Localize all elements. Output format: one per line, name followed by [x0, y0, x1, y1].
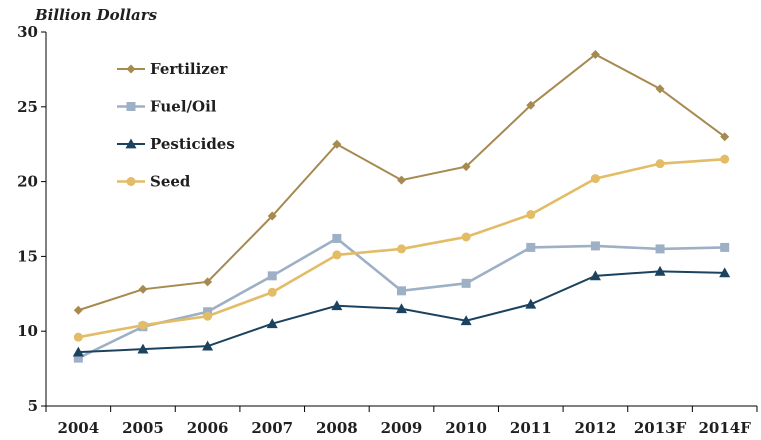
- fertilizer-point: [461, 162, 471, 172]
- fertilizer-point: [397, 175, 406, 185]
- y-tick-label: 30: [17, 23, 38, 41]
- pesticides-point: [525, 298, 537, 309]
- y-tick-label: 5: [28, 397, 38, 415]
- fertilizer-point: [655, 84, 665, 94]
- y-axis-title: Billion Dollars: [34, 6, 158, 24]
- legend-marker: [126, 177, 136, 186]
- legend-label: Pesticides: [150, 135, 235, 153]
- seed-point: [461, 232, 471, 242]
- fertilizer-point: [73, 305, 83, 315]
- fertilizer-point: [332, 139, 342, 149]
- fuel-oil-point: [332, 233, 342, 243]
- seed-point: [655, 159, 665, 169]
- legend-item-seed: Seed: [117, 173, 191, 191]
- series-pesticides: [72, 265, 731, 357]
- seed-point: [526, 210, 536, 220]
- seed-point: [73, 332, 83, 342]
- fuel-oil-point: [267, 271, 277, 281]
- pesticides-point: [137, 343, 149, 354]
- legend-marker: [126, 64, 136, 74]
- x-tick-label: 2007: [251, 419, 293, 437]
- series-fertilizer: [73, 49, 730, 315]
- pesticides-point: [72, 346, 84, 357]
- pesticides-point: [266, 318, 278, 329]
- series-layer: [72, 49, 731, 363]
- x-tick-label: 2013F: [634, 419, 687, 437]
- legend-marker: [126, 102, 136, 111]
- legend-item-fuel-oil: Fuel/Oil: [117, 98, 217, 116]
- fuel-oil-line: [77, 236, 725, 360]
- pesticides-point: [331, 300, 343, 311]
- axes: 5 10 15 20 25 30 2004 2005 2006 2007 2008 2009 2010 2…: [17, 23, 758, 437]
- fuel-oil-point: [73, 353, 83, 363]
- y-tick-label: 25: [17, 98, 38, 116]
- seed-point: [203, 311, 213, 321]
- legend-marker: [125, 138, 137, 149]
- x-tick-label: 2010: [445, 419, 487, 437]
- y-tick-label: 15: [17, 247, 38, 265]
- legend-label: Fertilizer: [150, 60, 228, 78]
- x-tick-label: 2012: [575, 419, 617, 437]
- fuel-oil-point: [720, 242, 730, 252]
- x-tick-label: 2011: [510, 419, 552, 437]
- seed-point: [590, 174, 600, 184]
- pesticides-point: [589, 270, 601, 281]
- fertilizer-point: [203, 277, 213, 287]
- fuel-oil-point: [461, 278, 471, 288]
- seed-point: [720, 154, 730, 164]
- x-tick-label: 2004: [57, 419, 99, 437]
- fuel-oil-point: [655, 244, 665, 254]
- fertilizer-point: [590, 49, 600, 59]
- seed-point: [138, 320, 148, 330]
- pesticides-point: [719, 267, 731, 278]
- fertilizer-point: [138, 284, 148, 294]
- fertilizer-point: [526, 100, 536, 110]
- fuel-oil-point: [526, 242, 536, 252]
- fertilizer-point: [267, 211, 277, 221]
- seed-point: [397, 244, 406, 254]
- legend-item-pesticides: Pesticides: [117, 135, 235, 153]
- legend-label: Fuel/Oil: [150, 98, 217, 116]
- x-tick-label: 2008: [316, 419, 358, 437]
- pesticides-point: [460, 315, 472, 326]
- fertilizer-point: [720, 132, 730, 142]
- legend: Fertilizer Fuel/Oil Pesticides Seed: [117, 60, 235, 191]
- legend-item-fertilizer: Fertilizer: [117, 60, 228, 78]
- x-tick-label: 2009: [381, 419, 423, 437]
- legend-label: Seed: [150, 173, 191, 191]
- y-tick-label: 20: [17, 173, 38, 191]
- fuel-oil-point: [397, 286, 406, 296]
- pesticides-point: [396, 303, 407, 314]
- series-seed: [73, 154, 730, 342]
- fuel-oil-point: [590, 241, 600, 251]
- pesticides-point: [654, 265, 666, 276]
- seed-point: [332, 250, 342, 260]
- x-tick-label: 2006: [187, 419, 229, 437]
- x-tick-label: 2014F: [698, 419, 751, 437]
- y-tick-label: 10: [17, 322, 38, 340]
- pesticides-point: [202, 340, 214, 351]
- x-tick-label: 2005: [122, 419, 164, 437]
- seed-point: [267, 287, 277, 297]
